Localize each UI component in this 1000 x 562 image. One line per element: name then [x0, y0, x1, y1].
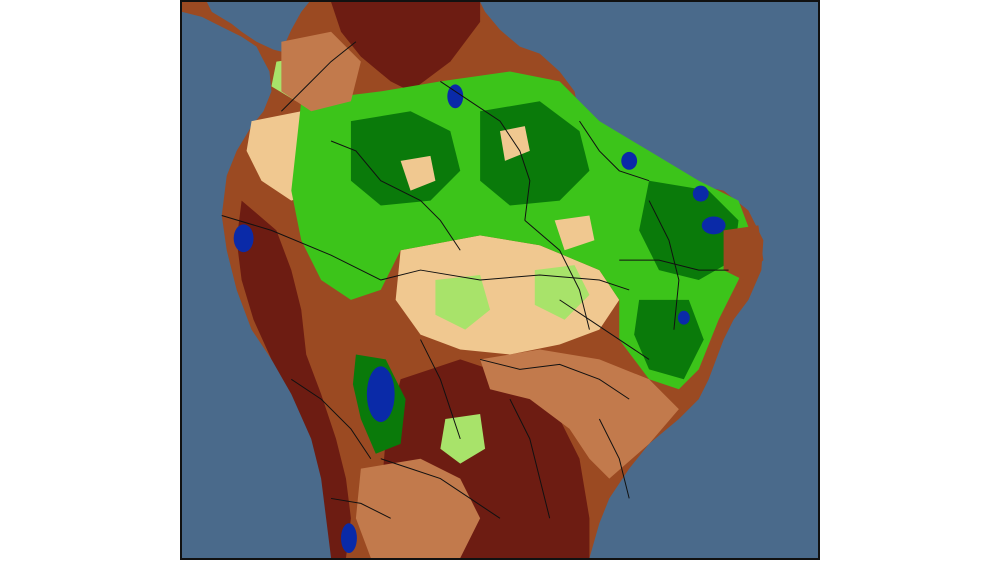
- slightly-dry-patch-1: [400, 155, 436, 191]
- wettest-spot-3: [447, 84, 464, 109]
- slightly-dry-patch-3: [554, 215, 595, 251]
- wettest-spot-6: [701, 216, 726, 235]
- slightly-wet-patch-2: [534, 265, 590, 320]
- wettest-spot-5: [692, 185, 709, 202]
- dry-region-north: [331, 2, 481, 92]
- moderately-dry-southwest: [355, 458, 481, 558]
- wettest-spot-1: [233, 224, 254, 253]
- dry-region-andes-west: [236, 200, 351, 558]
- wettest-spot-2: [366, 366, 395, 422]
- slightly-wet-patch-3: [440, 414, 486, 464]
- wettest-spot-7: [341, 523, 357, 554]
- political-borders: [221, 41, 729, 519]
- wettest-spot-8: [677, 310, 690, 325]
- very-wet-northeast: [639, 180, 739, 280]
- very-wet-amazon-1: [350, 111, 461, 206]
- slightly-dry-central: [395, 235, 620, 355]
- dry-patch-northeast-coast: [723, 225, 764, 280]
- very-wet-amazon-2: [480, 101, 590, 206]
- slightly-wet-patch-1: [435, 275, 491, 330]
- map-frame: [180, 0, 820, 560]
- wettest-spot-4: [621, 151, 638, 170]
- south-america-precip-map: [182, 2, 818, 558]
- moderately-dry-south: [480, 349, 679, 479]
